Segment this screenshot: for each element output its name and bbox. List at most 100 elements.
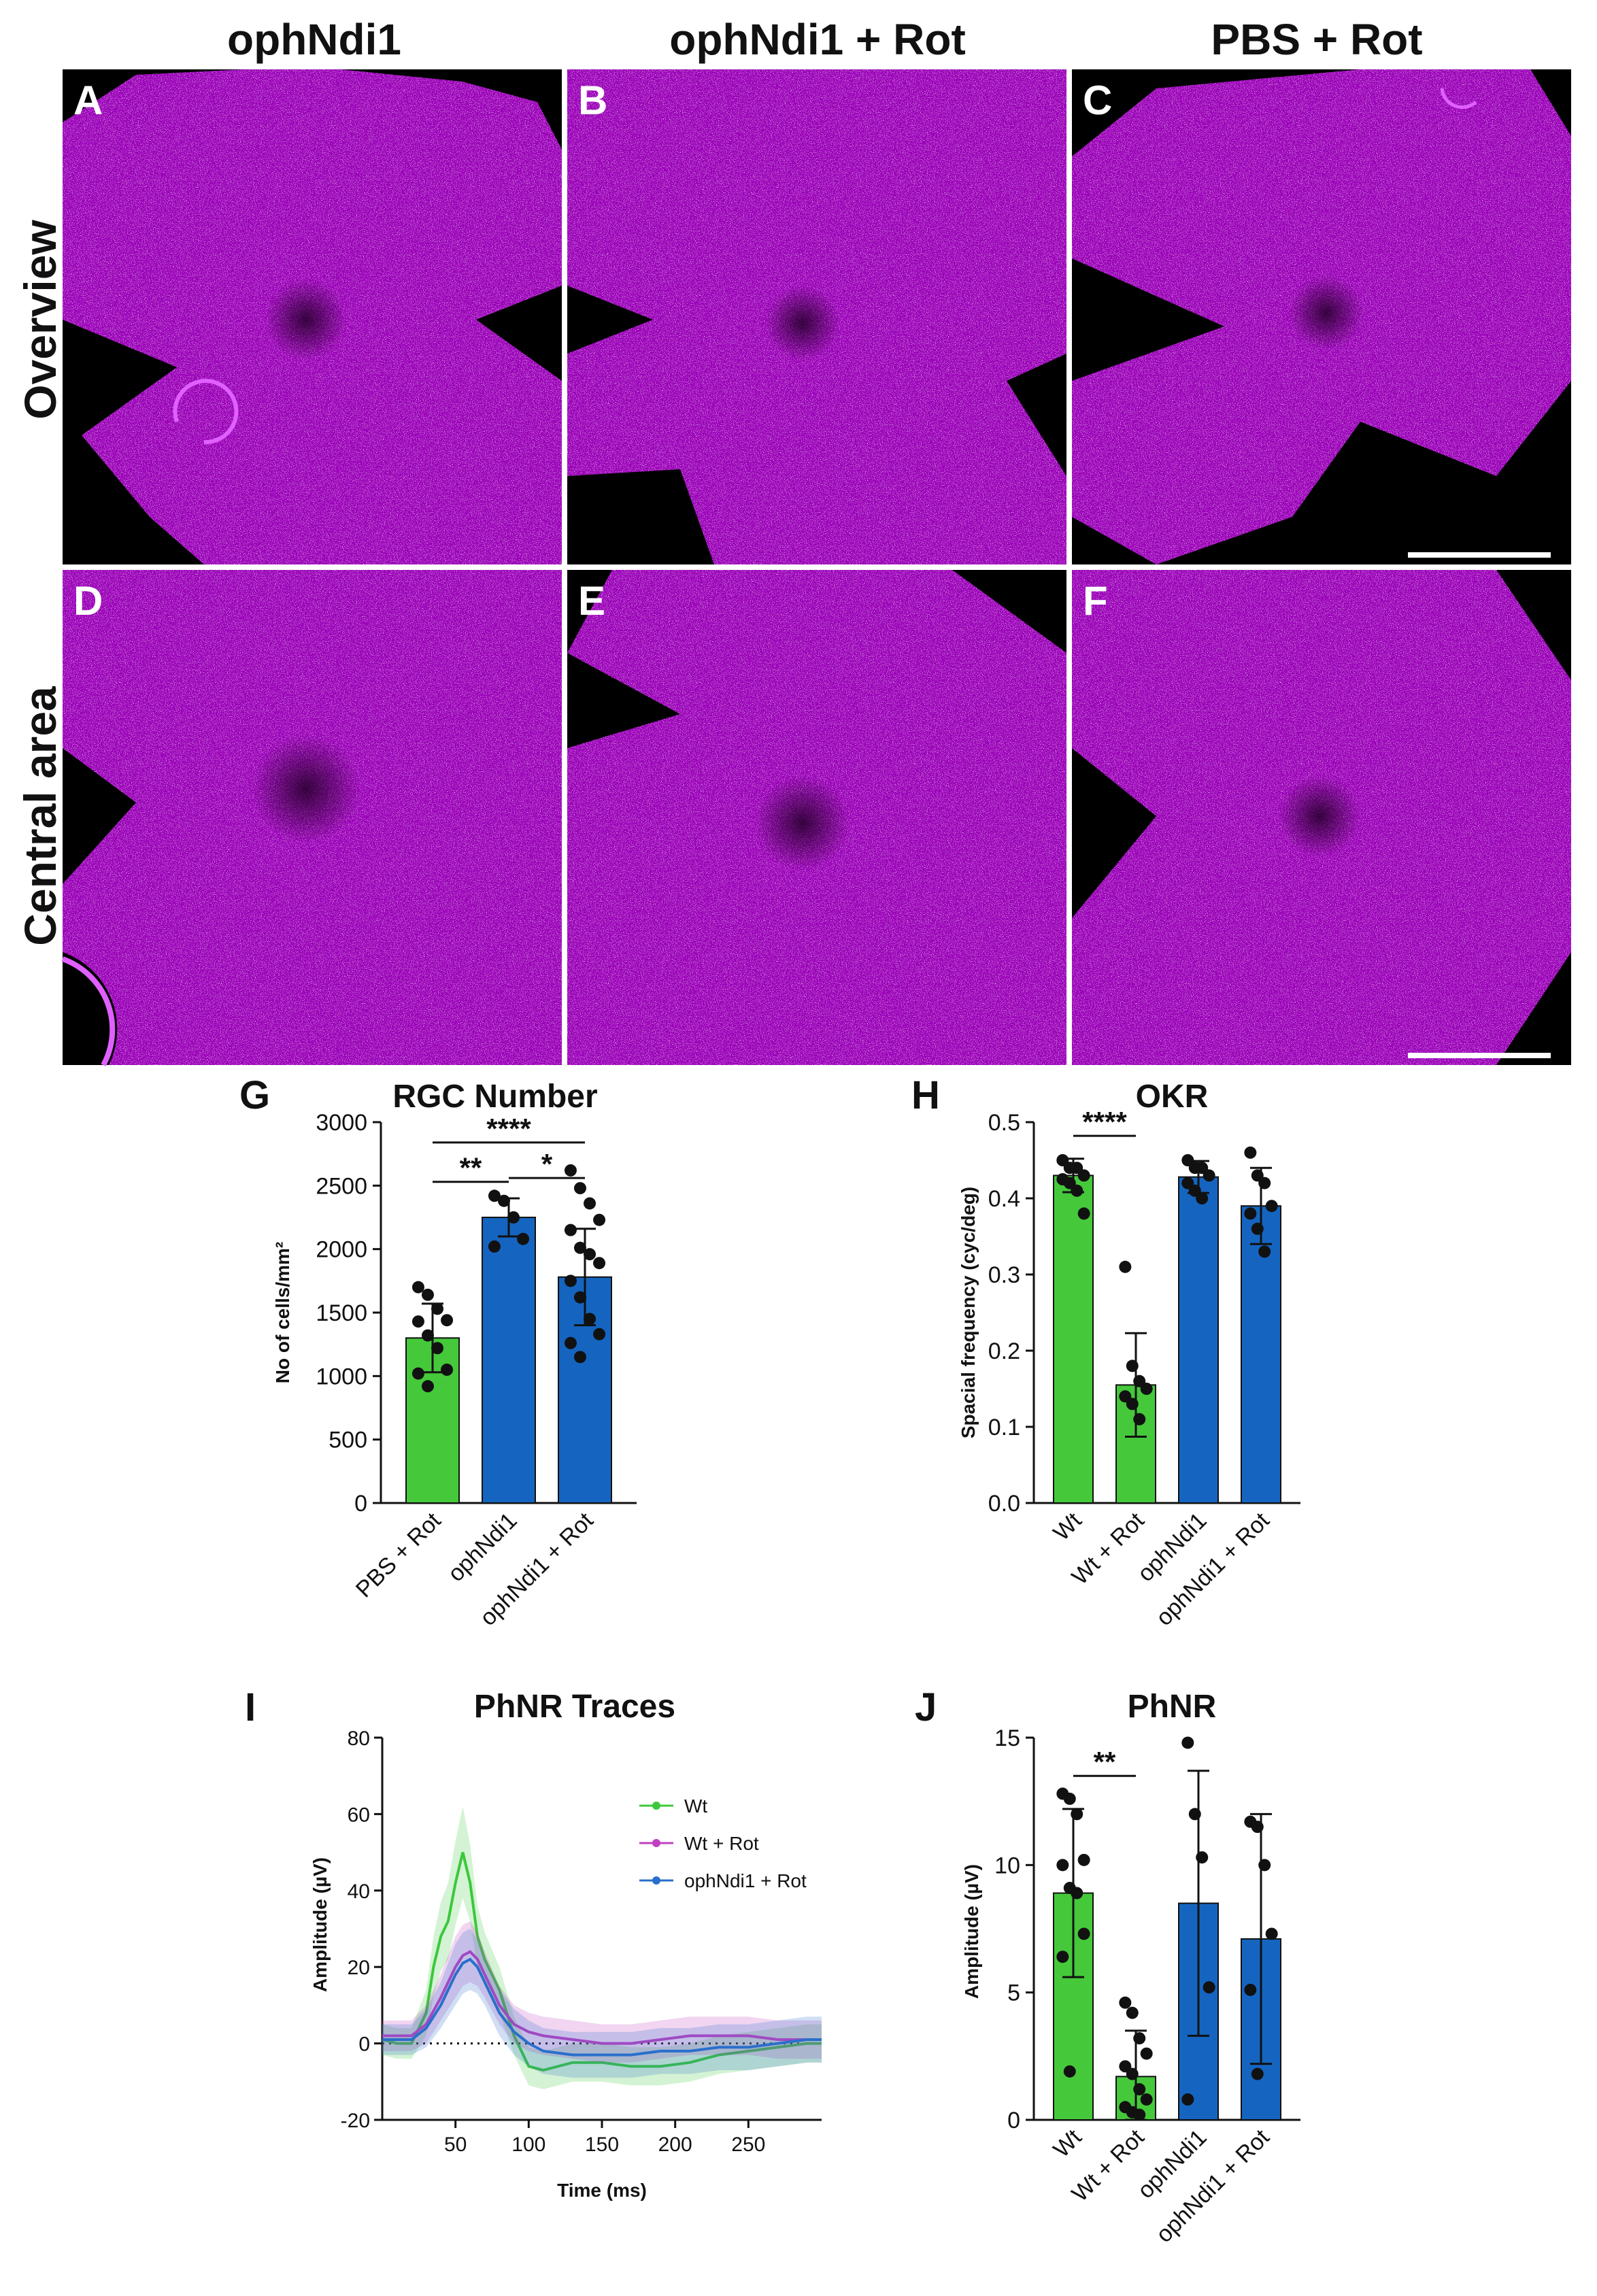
chart-title: RGC Number	[392, 1079, 597, 1115]
row-title-central-area: Central area	[15, 686, 65, 946]
data-point	[431, 1342, 444, 1355]
legend-label: ophNdi1 + Rot	[684, 1870, 807, 1891]
data-point	[411, 1281, 424, 1294]
y-axis-label: Amplitude (µV)	[309, 1857, 331, 1992]
y-tick-label: 0.3	[988, 1262, 1020, 1288]
y-tick-label: 20	[348, 1957, 370, 1979]
data-point	[1133, 1413, 1146, 1425]
y-tick-label: 0	[358, 2033, 370, 2056]
category-label: Wt	[1048, 2124, 1087, 2163]
data-point	[1077, 1927, 1090, 1940]
figure-letter-h: H	[911, 1073, 940, 1117]
y-tick-label: 0.5	[988, 1110, 1020, 1136]
micrograph-panel-c: C	[1072, 69, 1571, 564]
data-point	[573, 1182, 586, 1195]
data-point	[1251, 1222, 1264, 1235]
bar	[1053, 1175, 1094, 1504]
data-point	[411, 1315, 424, 1328]
data-point	[1063, 1792, 1076, 1805]
data-point	[1258, 1177, 1271, 1189]
data-point	[573, 1351, 586, 1364]
y-tick-label: 0.4	[988, 1186, 1020, 1212]
y-tick-label: 60	[348, 1804, 370, 1826]
category-label: ophNdi1	[443, 1508, 522, 1587]
data-point	[488, 1240, 501, 1253]
y-tick-label: 10	[994, 1853, 1020, 1878]
column-title-ophNdi1-rot: ophNdi1 + Rot	[669, 15, 966, 64]
data-point	[431, 1302, 444, 1315]
data-point	[1071, 1184, 1083, 1197]
data-point	[564, 1223, 577, 1236]
chart-okr: OKR Spacial frequency (cyc/deg) 0.0 0.1 0.…	[958, 1079, 1300, 1631]
data-point	[584, 1248, 596, 1261]
data-point	[573, 1291, 586, 1304]
data-point	[1244, 1983, 1257, 1996]
y-tick-label: 1500	[316, 1300, 367, 1326]
y-tick-label: 40	[348, 1880, 370, 1903]
significance-label: *	[541, 1148, 553, 1180]
data-point	[441, 1364, 454, 1376]
significance-label: ****	[1082, 1106, 1127, 1138]
y-tick-label: 15	[994, 1725, 1020, 1751]
y-tick-label: 5	[1007, 1980, 1020, 2006]
significance-label: **	[1094, 1746, 1116, 1778]
category-label: PBS + Rot	[351, 1507, 446, 1602]
data-point	[1203, 1981, 1215, 1994]
x-tick-label: 50	[444, 2133, 467, 2156]
y-axis-label: Spacial frequency (cyc/deg)	[958, 1187, 979, 1438]
data-point	[1251, 2067, 1264, 2080]
data-point	[441, 1314, 454, 1327]
panel-label-b: B	[578, 78, 607, 123]
data-point	[1188, 1808, 1201, 1821]
micrograph-panel-b: B	[567, 69, 1066, 564]
panel-label-f: F	[1083, 578, 1108, 624]
series-line	[382, 1852, 822, 2072]
data-point	[593, 1213, 606, 1226]
y-tick-label: -20	[341, 2110, 370, 2132]
data-point	[593, 1328, 606, 1340]
y-axis-label: Amplitude (µV)	[961, 1864, 982, 1999]
data-point	[1181, 1736, 1194, 1749]
y-tick-label: 0.0	[988, 1491, 1020, 1517]
data-point	[421, 1329, 434, 1342]
data-point	[1133, 2108, 1146, 2121]
series-error-band	[382, 1806, 822, 2090]
data-point	[1140, 1383, 1153, 1395]
panel-label-e: E	[578, 578, 605, 624]
data-point	[564, 1164, 577, 1177]
data-point	[1203, 1169, 1215, 1182]
panel-label-d: D	[73, 578, 103, 624]
data-point	[1119, 1260, 1132, 1273]
data-point	[1063, 2065, 1076, 2078]
data-point	[593, 1257, 606, 1270]
data-point	[488, 1189, 501, 1202]
data-point	[1126, 2067, 1139, 2080]
series-line	[382, 1950, 822, 2045]
figure-letter-g: G	[239, 1073, 270, 1117]
significance-label: **	[460, 1152, 482, 1184]
data-point	[421, 1288, 434, 1301]
data-point	[1244, 1207, 1257, 1220]
micrograph-panel-e: E	[567, 570, 1066, 1065]
data-point	[517, 1232, 530, 1245]
legend-label: Wt	[684, 1795, 707, 1817]
series-line	[382, 1957, 822, 2057]
x-tick-label: 150	[585, 2133, 619, 2156]
chart-rgc-number: RGC Number No of cells/mm² 0 500 1000 1500 2…	[272, 1079, 637, 1631]
data-point	[1071, 1808, 1083, 1821]
y-axis-label: No of cells/mm²	[272, 1242, 293, 1383]
data-point	[1077, 1207, 1090, 1220]
data-point	[1181, 2093, 1194, 2106]
data-point	[507, 1211, 520, 1223]
y-tick-label: 0.1	[988, 1415, 1020, 1440]
column-title-pbs-rot: PBS + Rot	[1211, 15, 1422, 64]
data-point	[564, 1336, 577, 1349]
micrograph-panel-a: A	[63, 69, 562, 564]
y-tick-label: 2500	[316, 1173, 367, 1199]
data-point	[1126, 2006, 1139, 2019]
data-point	[1077, 1169, 1090, 1182]
bar	[482, 1217, 536, 1504]
column-title-ophNdi1: ophNdi1	[227, 15, 401, 64]
